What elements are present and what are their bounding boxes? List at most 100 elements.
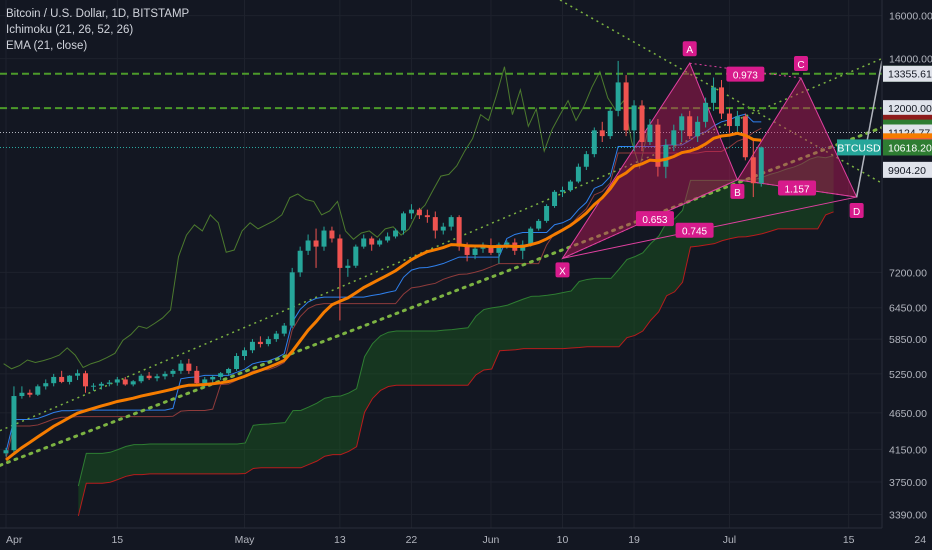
ratio-label-text: 0.973 xyxy=(733,71,758,82)
time-tick-label: 10 xyxy=(557,534,569,546)
time-axis[interactable]: Apr 15 May 13 22 Jun 10 19 Jul 15 24 xyxy=(0,527,932,550)
candle-body xyxy=(51,376,57,384)
candle-body xyxy=(631,105,637,131)
point-label-b-bg xyxy=(730,183,745,199)
ratio-label-text: 0.653 xyxy=(642,215,667,226)
price-tag-text: 10618.20 xyxy=(888,142,932,154)
candle xyxy=(329,226,335,243)
candle-body xyxy=(67,375,73,382)
candle xyxy=(210,375,216,384)
candle-body xyxy=(719,87,724,114)
candle-body xyxy=(448,217,454,227)
candle xyxy=(703,97,709,128)
candle xyxy=(369,236,375,251)
price-tick-label: 5850.00 xyxy=(889,334,927,346)
ichimoku-legend[interactable]: Ichimoku (21, 26, 52, 26) xyxy=(6,24,134,36)
point-label-c: C xyxy=(794,56,808,72)
candle-body xyxy=(575,166,581,182)
candle-body xyxy=(146,375,152,379)
price-axis[interactable]: 16000.00 14000.00 12000.00 7200.00 6450.00 58… xyxy=(837,0,932,550)
ratio-label-text: 1.157 xyxy=(785,184,810,195)
ratio-label-text: 0.745 xyxy=(682,227,707,238)
candle-body xyxy=(289,272,295,326)
symbol-title[interactable]: Bitcoin / U.S. Dollar, 1D, BITSTAMP xyxy=(6,8,190,20)
candle xyxy=(297,246,303,277)
candle xyxy=(432,211,438,239)
time-tick-label: Apr xyxy=(6,534,23,546)
candle-body xyxy=(552,191,558,207)
candle-body xyxy=(544,206,550,221)
candle-body xyxy=(273,333,279,340)
price-tick-label: 14000.00 xyxy=(889,54,932,66)
candle-body xyxy=(257,341,263,345)
candle xyxy=(711,77,717,111)
candle xyxy=(639,100,645,152)
candle-body xyxy=(83,373,88,387)
symbol-tag-bg xyxy=(837,139,881,156)
candle-body xyxy=(361,238,367,247)
candle xyxy=(98,381,104,390)
candle xyxy=(440,222,446,235)
candle xyxy=(114,376,120,386)
ema-legend[interactable]: EMA (21, close) xyxy=(6,40,88,52)
candle xyxy=(3,447,9,457)
candle xyxy=(567,179,573,192)
candle-body xyxy=(671,130,677,146)
candle xyxy=(583,151,589,170)
candle-body xyxy=(178,363,184,371)
time-tick-label: 15 xyxy=(111,534,123,546)
candle-body xyxy=(711,87,717,103)
candle-body xyxy=(432,217,438,231)
candle xyxy=(194,365,200,387)
candle-body xyxy=(758,147,764,184)
candle-body xyxy=(27,392,33,395)
candle-body xyxy=(567,181,573,191)
candle xyxy=(385,232,391,243)
candle-body xyxy=(234,355,240,369)
candle-body xyxy=(480,246,486,249)
candle-body xyxy=(464,246,470,255)
candle-body xyxy=(43,383,49,387)
candle xyxy=(544,204,550,223)
candle xyxy=(607,108,613,140)
point-label-c-bg xyxy=(794,56,808,72)
candle xyxy=(671,124,677,152)
time-axis-bg xyxy=(0,528,932,550)
kijun-line xyxy=(5,127,762,459)
candle-body xyxy=(750,157,756,184)
candle xyxy=(480,242,486,253)
candle xyxy=(11,386,17,454)
candle-body xyxy=(456,217,462,247)
ratio-label-bg xyxy=(726,66,765,82)
price-tag-text: 13355.61 xyxy=(888,69,932,81)
price-tick-label: 3750.00 xyxy=(889,477,927,489)
candle xyxy=(59,370,65,384)
candle xyxy=(345,259,351,277)
candle-body xyxy=(679,116,685,131)
candle-body xyxy=(297,250,303,273)
candle-body xyxy=(695,121,701,137)
candle-body xyxy=(11,396,17,451)
candle xyxy=(424,209,430,223)
point-label-a: A xyxy=(682,41,697,57)
candle xyxy=(138,373,144,384)
candle xyxy=(321,226,327,251)
point-label-x-text: X xyxy=(559,266,566,277)
chart-legend: Bitcoin / U.S. Dollar, 1D, BITSTAMP Ichi… xyxy=(6,6,189,54)
candle-body xyxy=(305,240,311,251)
candle xyxy=(448,215,454,231)
candle-body xyxy=(242,350,247,356)
candle xyxy=(19,386,25,399)
candle-body xyxy=(591,130,597,155)
candle xyxy=(242,347,247,361)
point-label-d: D xyxy=(849,203,864,219)
candle-body xyxy=(687,116,693,137)
ichimoku-cloud xyxy=(77,155,834,517)
candle-body xyxy=(202,379,208,384)
candle xyxy=(353,244,359,268)
candle-body xyxy=(186,363,192,371)
candle-body xyxy=(377,240,383,245)
candle xyxy=(687,110,693,140)
